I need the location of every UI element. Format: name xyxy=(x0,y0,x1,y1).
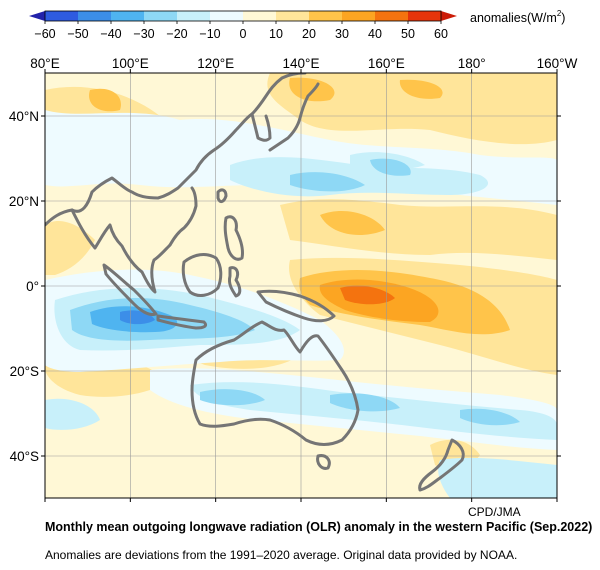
latitude-labels: 40°N 20°N 0° 20°S 40°S xyxy=(9,109,39,464)
new-guinea-coastline xyxy=(256,289,336,323)
latitude-label: 20°N xyxy=(9,194,39,209)
java-coastline xyxy=(156,314,208,330)
bay-of-bengal-coastline xyxy=(70,208,172,294)
colorbar-tick-label: 30 xyxy=(335,27,349,41)
latitude-label: 40°S xyxy=(10,449,39,464)
new-zealand-coastline xyxy=(418,438,465,492)
colorbar-tick-labels: −60 −50 −40 −30 −20 −10 0 10 20 30 40 50 60 xyxy=(34,21,448,41)
sumatra-coastline xyxy=(102,263,158,316)
anomaly-region-negative-southwest xyxy=(45,398,100,430)
credit-label: CPD/JMA xyxy=(468,505,521,519)
anomaly-region-negative-north-core xyxy=(290,158,411,192)
colorbar-cell xyxy=(276,11,310,21)
japan-coastline xyxy=(268,82,320,152)
colorbar-tick-label: 0 xyxy=(240,27,247,41)
colorbar-cell xyxy=(45,11,79,21)
australia-coastline xyxy=(190,320,360,446)
latitude-label: 20°S xyxy=(10,364,39,379)
colorbar-cell xyxy=(342,11,376,21)
anomaly-region-positive-north-core xyxy=(89,77,443,187)
anomaly-region-negative-south-core xyxy=(200,389,520,426)
colorbar-tick-label: 60 xyxy=(434,27,448,41)
colorbar-cell xyxy=(177,11,211,21)
colorbar: −60 −50 −40 −30 −20 −10 0 10 20 30 40 50 60 anomalie… xyxy=(29,9,565,41)
korea-coastline xyxy=(250,112,272,142)
colorbar-tick-label: 10 xyxy=(269,27,283,41)
colorbar-cell xyxy=(243,11,277,21)
longitude-label: 80°E xyxy=(30,56,59,71)
colorbar-unit-label: anomalies(W/m2) xyxy=(470,9,565,25)
sulawesi-coastline xyxy=(228,266,242,298)
colorbar-tick-label: −60 xyxy=(34,27,55,41)
colorbar-cell xyxy=(375,11,409,21)
colorbar-tick-label: −50 xyxy=(67,27,88,41)
colorbar-tick-label: −30 xyxy=(133,27,154,41)
colorbar-cell xyxy=(309,11,343,21)
anomaly-region-positive-north xyxy=(267,73,557,145)
anomaly-region-positive-equatorial-peak xyxy=(340,285,395,305)
colorbar-tick-label: −20 xyxy=(166,27,187,41)
caption-title: Monthly mean outgoing longwave radiation… xyxy=(45,520,593,534)
indochina-coastline xyxy=(168,186,198,247)
latitude-label: 0° xyxy=(26,279,39,294)
tasmania-coastline xyxy=(316,454,331,470)
colorbar-arrow-left xyxy=(29,11,45,21)
latitude-label: 40°N xyxy=(9,109,39,124)
taiwan-coastline xyxy=(216,188,228,204)
caption-note: Anomalies are deviations from the 1991–2… xyxy=(45,548,518,562)
colorbar-tick-label: 20 xyxy=(302,27,316,41)
colorbar-tick-label: 40 xyxy=(368,27,382,41)
anomaly-region-positive-west xyxy=(45,220,95,275)
longitude-label: 160°W xyxy=(537,56,578,71)
longitude-label: 160°E xyxy=(368,56,405,71)
longitude-label: 180° xyxy=(458,56,486,71)
longitude-labels: 80°E 100°E 120°E 140°E 160°E 180° 160°W xyxy=(30,56,577,71)
longitude-label: 100°E xyxy=(112,56,149,71)
map-panel: 80°E 100°E 120°E 140°E 160°E 180° 160°W 40°N 20… xyxy=(9,56,578,502)
borneo-coastline xyxy=(181,253,223,297)
longitude-label: 120°E xyxy=(197,56,234,71)
colorbar-tick-label: −40 xyxy=(100,27,121,41)
colorbar-cells xyxy=(45,11,442,21)
colorbar-cell xyxy=(78,11,112,21)
colorbar-cell xyxy=(210,11,244,21)
colorbar-tick-label: 50 xyxy=(401,27,415,41)
philippines-coastline xyxy=(223,215,244,261)
asia-mainland-coastline xyxy=(45,73,307,227)
colorbar-cell xyxy=(144,11,178,21)
colorbar-cell xyxy=(408,11,442,21)
anomaly-region-positive-subtropics-core xyxy=(320,210,385,235)
colorbar-arrow-right xyxy=(441,11,457,21)
map-axis-ticks xyxy=(41,69,561,502)
colorbar-cell xyxy=(111,11,145,21)
coastlines xyxy=(45,73,465,492)
longitude-label: 140°E xyxy=(283,56,320,71)
colorbar-tick-label: −10 xyxy=(199,27,220,41)
anomaly-region-negative-southeast xyxy=(438,457,557,498)
